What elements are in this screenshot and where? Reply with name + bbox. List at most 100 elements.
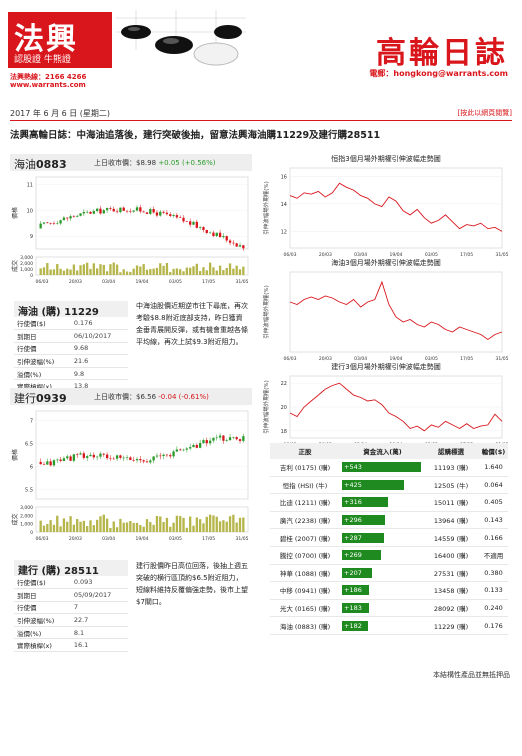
volume-bar — [66, 522, 68, 532]
x-tick-label: 20/03 — [69, 279, 82, 285]
plot-frame — [290, 168, 502, 248]
field-value: 21.6 — [71, 355, 128, 368]
warrant-title: 海油 (購) 11229 — [14, 301, 128, 317]
warrant-cell: 11193 (購) — [423, 462, 479, 472]
volume-bar — [239, 518, 241, 532]
candle — [192, 445, 194, 447]
candle — [152, 209, 154, 212]
y-tick-label: 10 — [27, 208, 33, 214]
candle — [96, 457, 98, 458]
volume-bar — [86, 526, 88, 532]
volume-bar — [93, 263, 95, 275]
volume-bar — [63, 518, 65, 532]
warrant-table: 行使價($) 0.093 到期日 05/09/2017 行使價 7 引伸波幅(%) 22… — [14, 576, 128, 652]
x-tick-label: 31/05 — [236, 536, 249, 542]
table-row: 廣汽 (2238) (購) +296 13964 (購) 0.143 — [270, 512, 508, 530]
field-label: 到期日 — [14, 589, 71, 602]
stock-cell: 恒指 (HSI) (牛) — [270, 480, 340, 490]
field-value: 7 — [71, 601, 128, 614]
volume-bar — [103, 265, 105, 275]
volume-bar — [176, 268, 178, 275]
field-label: 行使價 — [14, 342, 71, 355]
volume-bar — [166, 263, 168, 275]
candle — [242, 436, 244, 441]
volume-bar — [176, 516, 178, 532]
candle — [179, 217, 181, 218]
volume-axis-label: 成交 — [11, 513, 19, 525]
volume-bar — [216, 271, 218, 275]
volume-tick-label: 3,000 — [20, 505, 33, 511]
x-tick-label: 31/05 — [236, 279, 249, 285]
volume-bar — [69, 270, 71, 275]
email-text: 電郵：hongkong@warrants.com — [369, 68, 508, 79]
candle — [103, 210, 105, 213]
y-tick-label: 14 — [281, 202, 287, 208]
price-frame — [36, 411, 248, 499]
volume-bar — [152, 525, 154, 532]
chart-title: 恒指3個月場外期權引伸波幅走勢圖 — [262, 154, 510, 164]
volume-bar — [83, 521, 85, 532]
candle — [46, 461, 48, 464]
price-cell: 0.143 — [479, 516, 508, 524]
volume-bar — [93, 525, 95, 532]
volume-bar — [172, 523, 174, 532]
volume-bar — [212, 515, 214, 532]
candle — [119, 455, 121, 457]
volume-bar — [206, 517, 208, 532]
volume-bar — [76, 270, 78, 275]
volume-bar — [63, 271, 65, 275]
stock-name: 海油 — [14, 158, 36, 171]
candle — [242, 245, 244, 248]
candle — [162, 455, 164, 456]
volume-bar — [236, 266, 238, 275]
candle — [109, 208, 111, 209]
volume-bar — [79, 265, 81, 275]
candle — [226, 440, 228, 441]
x-tick-label: 03/04 — [102, 536, 115, 542]
column-header: 輪價($) — [479, 446, 508, 456]
candle — [43, 222, 45, 223]
candle — [56, 223, 58, 224]
candle — [172, 215, 174, 216]
chart-title: 建行3個月場外期權引伸波幅走勢圖 — [262, 362, 510, 372]
volume-bar — [146, 519, 148, 532]
y-axis-label: 引伸波幅場外期權(%) — [262, 380, 270, 434]
candle — [162, 212, 164, 213]
table-row: 吉利 (0175) (購) +543 11193 (購) 1.640 — [270, 459, 508, 477]
quote-label: 上日收市價： — [94, 159, 136, 167]
y-tick-label: 6.5 — [25, 441, 33, 447]
field-label: 行使價($) — [14, 317, 71, 330]
chart-title: 海油3個月場外期權引伸波幅走勢圖 — [262, 258, 510, 268]
volume-bar — [219, 521, 221, 532]
candle — [53, 460, 55, 465]
candle — [106, 208, 108, 210]
y-tick-label: 6 — [30, 465, 33, 471]
candle — [156, 456, 158, 457]
field-label: 行使價($) — [14, 576, 71, 589]
candle — [196, 445, 198, 448]
candle — [182, 218, 184, 222]
y-axis-label: 引伸波幅場外期權(%) — [262, 285, 270, 339]
volume-bar — [89, 269, 91, 275]
volume-bar — [39, 521, 41, 532]
candle — [76, 216, 78, 217]
volume-bar — [53, 525, 55, 532]
volume-bar — [43, 526, 45, 532]
field-label: 引伸波幅(%) — [14, 614, 71, 627]
flow-cell: +186 — [340, 585, 423, 595]
volume-bar — [236, 523, 238, 532]
volume-bar — [209, 515, 211, 532]
column-header: 資金流入(萬) — [340, 446, 423, 456]
web-view-link[interactable]: [按此以網頁閱覽] — [458, 108, 512, 118]
volume-bar — [232, 515, 234, 532]
volume-bar — [169, 272, 171, 275]
flow-cell: +183 — [340, 603, 423, 613]
candle — [103, 454, 105, 455]
iv-chart-0939: 建行3個月場外期權引伸波幅走勢圖 引伸波幅場外期權(%)22201806/032… — [262, 362, 510, 452]
candle — [212, 233, 214, 236]
warrant-card-11229: 海油 (購) 11229 行使價($) 0.176 到期日 06/10/2017 行… — [14, 301, 128, 393]
volume-axis-label: 成交 — [11, 260, 19, 272]
stock-chart-0883: 111093,0002,0001,000006/03 20/03 03/04 19/0… — [10, 173, 252, 285]
volume-tick-label: 2,000 — [20, 261, 33, 267]
volume-bar — [216, 517, 218, 532]
